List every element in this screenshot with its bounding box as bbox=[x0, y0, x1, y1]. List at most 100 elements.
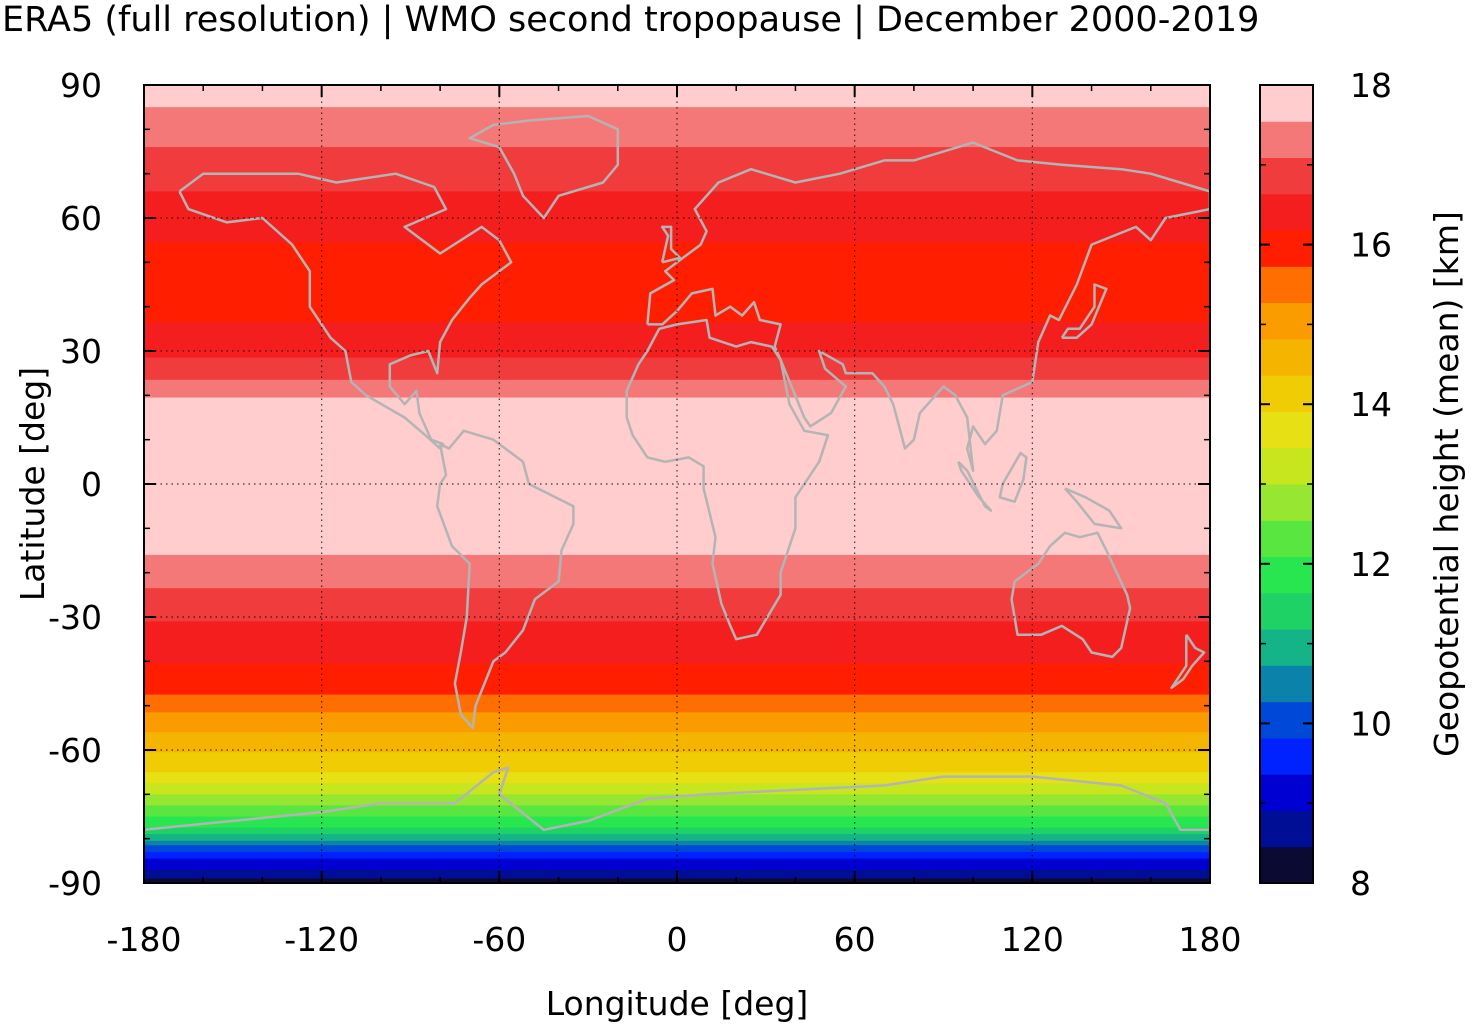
field-band bbox=[144, 758, 1210, 762]
field-band bbox=[144, 433, 1210, 436]
colorbar-tick-label: 12 bbox=[1350, 545, 1392, 584]
field-band bbox=[144, 699, 1210, 702]
y-tick-label: -30 bbox=[48, 598, 102, 637]
field-band bbox=[144, 333, 1210, 337]
coastline bbox=[1010, 531, 1132, 659]
x-tick-label: 60 bbox=[834, 920, 876, 959]
field-band bbox=[144, 280, 1210, 283]
field-band bbox=[144, 847, 1210, 851]
field-band bbox=[144, 124, 1210, 128]
field-band bbox=[144, 224, 1210, 228]
field-band bbox=[144, 118, 1210, 122]
field-band bbox=[144, 466, 1210, 470]
field-band bbox=[144, 559, 1210, 563]
field-band bbox=[144, 231, 1210, 235]
field-band bbox=[144, 135, 1210, 139]
field-band bbox=[144, 718, 1210, 722]
field-band bbox=[144, 585, 1210, 589]
field-band bbox=[144, 162, 1210, 166]
colorbar-step bbox=[1260, 520, 1313, 558]
colorbar-step bbox=[1260, 302, 1313, 340]
field-band bbox=[144, 300, 1210, 303]
field-band bbox=[144, 264, 1210, 268]
field-band bbox=[144, 437, 1210, 441]
field-band bbox=[144, 659, 1210, 662]
field-band bbox=[144, 410, 1210, 414]
coastline bbox=[957, 460, 993, 512]
field-band bbox=[144, 401, 1210, 405]
field-band bbox=[144, 377, 1210, 381]
field-band bbox=[144, 774, 1210, 778]
field-band bbox=[144, 521, 1210, 525]
field-band bbox=[144, 510, 1210, 514]
colorbar-step bbox=[1260, 121, 1313, 159]
field-band bbox=[144, 552, 1210, 556]
field-band bbox=[144, 273, 1210, 277]
coastline bbox=[625, 318, 830, 641]
field-band bbox=[144, 641, 1210, 645]
field-band bbox=[144, 198, 1210, 201]
field-band bbox=[144, 195, 1210, 199]
field-band bbox=[144, 730, 1210, 733]
colorbar-step bbox=[1260, 701, 1313, 739]
field-band bbox=[144, 288, 1210, 292]
colorbar-step bbox=[1260, 447, 1313, 485]
field-band bbox=[144, 592, 1210, 596]
field-band bbox=[144, 240, 1210, 243]
field-band bbox=[144, 528, 1210, 532]
field-band bbox=[144, 621, 1210, 625]
field-band bbox=[144, 736, 1210, 740]
field-band bbox=[144, 180, 1210, 184]
x-tick-label: -60 bbox=[472, 920, 526, 959]
field-band bbox=[144, 331, 1210, 334]
colorbar-tick-label: 14 bbox=[1350, 385, 1392, 424]
field-band bbox=[144, 789, 1210, 793]
colorbar-step bbox=[1260, 338, 1313, 376]
field-band bbox=[144, 723, 1210, 727]
field-band bbox=[144, 242, 1210, 246]
colorbar-step bbox=[1260, 230, 1313, 267]
field-band bbox=[144, 714, 1210, 718]
field-band bbox=[144, 373, 1210, 376]
field-band bbox=[144, 581, 1210, 585]
field-band bbox=[144, 109, 1210, 113]
field-band bbox=[144, 484, 1210, 487]
field-band bbox=[144, 220, 1210, 224]
field-band bbox=[144, 191, 1210, 195]
field-band bbox=[144, 781, 1210, 784]
coastline bbox=[144, 766, 1210, 832]
colorbar-step bbox=[1260, 592, 1313, 630]
field-band bbox=[144, 339, 1210, 343]
field-band bbox=[144, 335, 1210, 339]
field-band bbox=[144, 506, 1210, 509]
y-axis-label: Latitude [deg] bbox=[13, 367, 52, 601]
field-band bbox=[144, 127, 1210, 130]
field-band bbox=[144, 665, 1210, 669]
field-band bbox=[144, 116, 1210, 119]
field-band bbox=[144, 131, 1210, 135]
field-band bbox=[144, 184, 1210, 188]
gridlines bbox=[144, 85, 1210, 883]
field-band bbox=[144, 574, 1210, 578]
field-band bbox=[144, 120, 1210, 124]
field-band bbox=[144, 319, 1210, 323]
field-band bbox=[144, 692, 1210, 696]
x-axis-label: Longitude [deg] bbox=[546, 984, 809, 1023]
field-band bbox=[144, 324, 1210, 328]
field-band bbox=[144, 218, 1210, 221]
field-band bbox=[144, 149, 1210, 153]
y-axis: 90 60 30 0 -30 -60 -90 bbox=[48, 66, 1210, 903]
field-band bbox=[144, 619, 1210, 623]
x-tick-label: 120 bbox=[1001, 920, 1064, 959]
coastline bbox=[646, 141, 1210, 472]
field-band bbox=[144, 317, 1210, 321]
coastline bbox=[435, 429, 575, 730]
field-band bbox=[144, 741, 1210, 744]
field-band bbox=[144, 539, 1210, 543]
field-band bbox=[144, 98, 1210, 102]
field-band bbox=[144, 450, 1210, 454]
field-band bbox=[144, 577, 1210, 580]
field-band bbox=[144, 867, 1210, 871]
field-band bbox=[144, 435, 1210, 439]
